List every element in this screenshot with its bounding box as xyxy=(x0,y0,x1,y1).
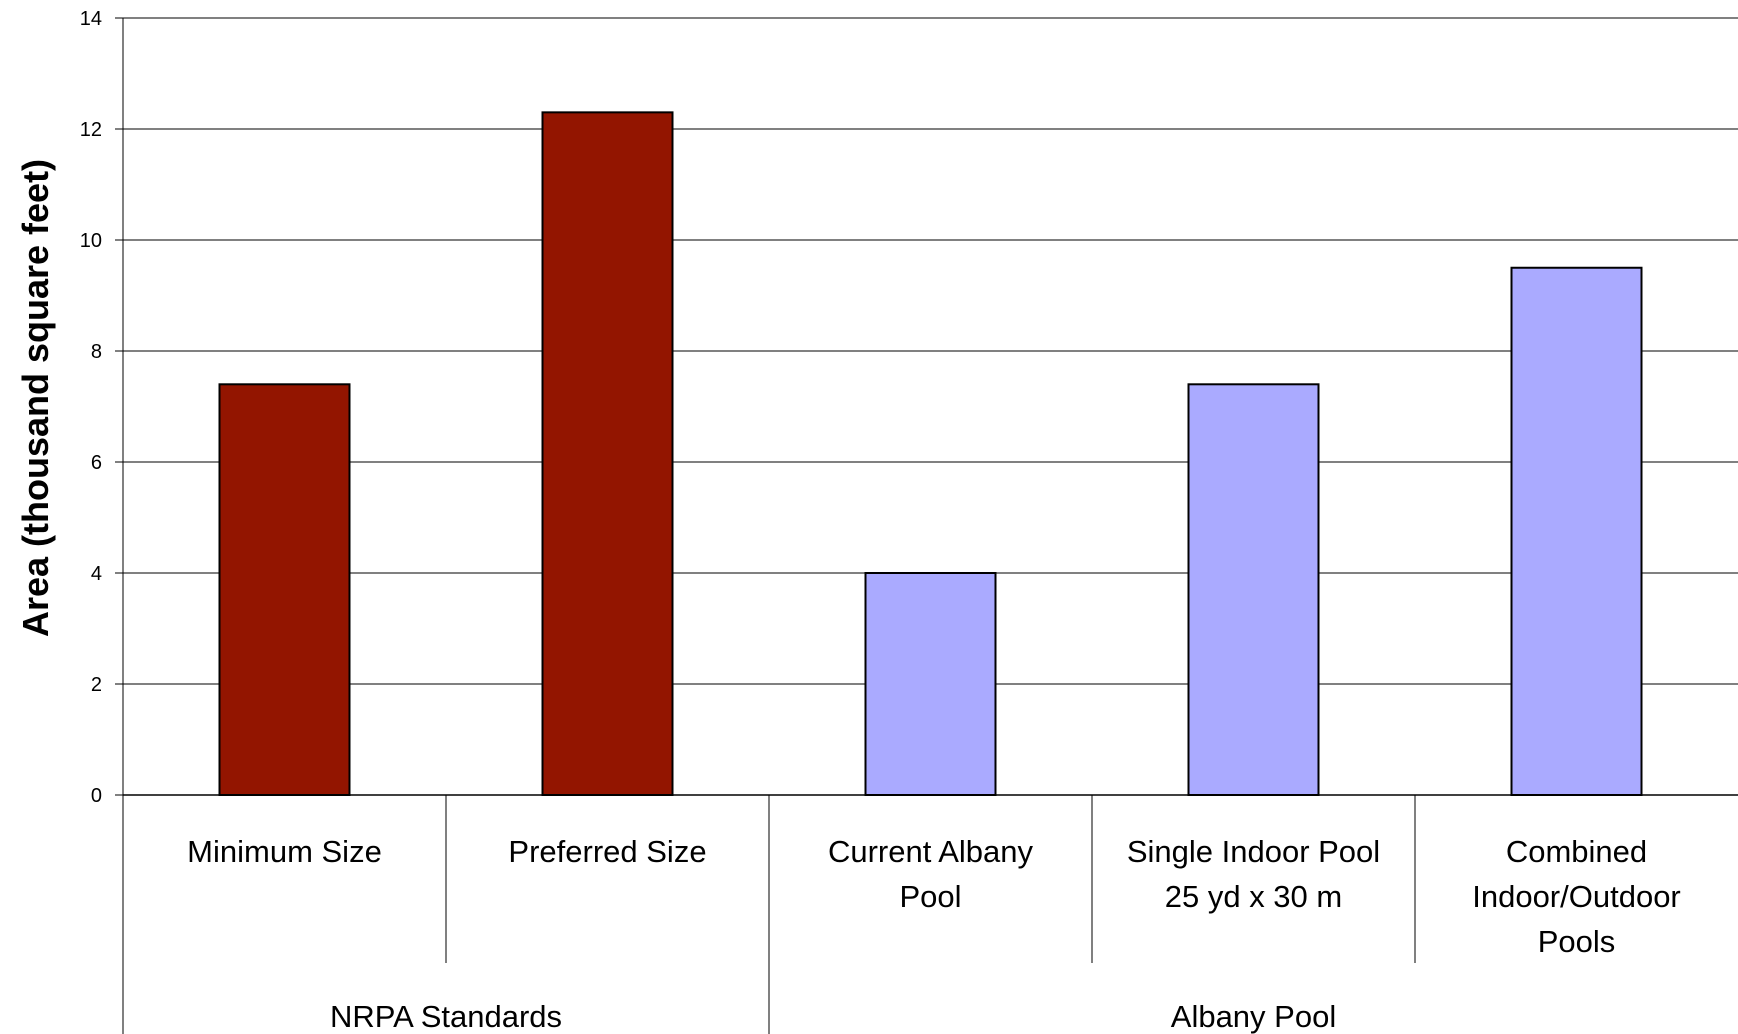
bars xyxy=(218,111,1643,797)
bar xyxy=(864,572,997,796)
x-tick-label: Current Albany xyxy=(828,834,1034,869)
x-group-labels: NRPA Standards Albany Pool xyxy=(330,999,1336,1034)
x-group-label: NRPA Standards xyxy=(330,999,562,1034)
bar xyxy=(1187,383,1320,796)
x-tick-label: Indoor/Outdoor xyxy=(1472,879,1681,914)
bar xyxy=(541,111,674,797)
x-category-labels: Minimum Size Preferred Size Current Albany… xyxy=(187,834,1681,959)
y-tick-label: 4 xyxy=(91,563,102,585)
x-tick-label: Pools xyxy=(1538,924,1616,959)
bar xyxy=(1510,266,1643,796)
y-tick-label: 8 xyxy=(91,341,102,363)
y-tick-label: 0 xyxy=(91,785,102,807)
y-axis-label: Area (thousand square feet) xyxy=(15,159,56,637)
x-tick-label: Pool xyxy=(899,879,961,914)
x-group-label: Albany Pool xyxy=(1171,999,1336,1034)
x-tick-label: Combined xyxy=(1506,834,1647,869)
x-tick-label: Single Indoor Pool xyxy=(1127,834,1380,869)
y-tick-label: 12 xyxy=(80,119,102,141)
gridlines xyxy=(123,17,1738,685)
y-tick-label: 14 xyxy=(80,8,102,30)
x-tick-label: Preferred Size xyxy=(508,834,706,869)
y-tick-labels: 0 2 4 6 8 10 12 14 xyxy=(80,8,102,807)
x-tick-label: 25 yd x 30 m xyxy=(1165,879,1342,914)
y-tick-label: 10 xyxy=(80,230,102,252)
axes xyxy=(115,17,1738,1034)
bar xyxy=(218,383,351,796)
y-tick-label: 6 xyxy=(91,452,102,474)
y-tick-label: 2 xyxy=(91,674,102,696)
x-tick-label: Minimum Size xyxy=(187,834,382,869)
